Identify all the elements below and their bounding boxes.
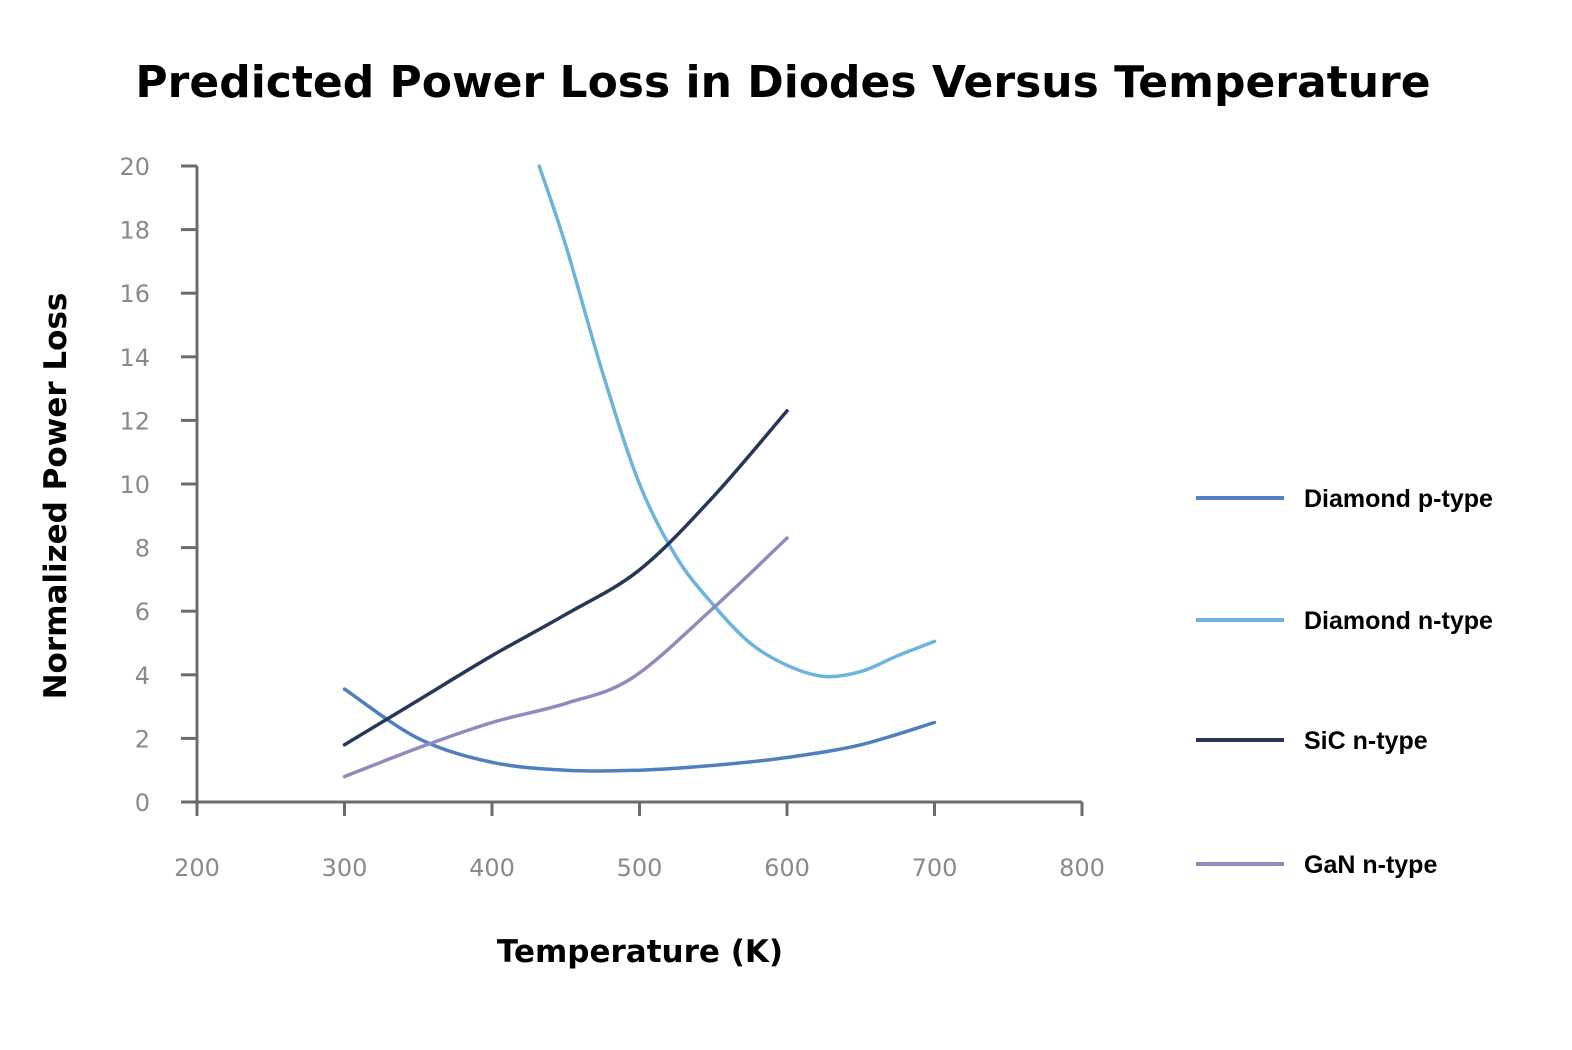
y-tick-label: 16	[119, 280, 150, 308]
series-line-sic-n-type	[342, 409, 789, 747]
x-tick-label: 600	[764, 854, 810, 882]
legend-item-diamond-p-type: Diamond p-type	[1196, 485, 1493, 513]
y-tick-label: 0	[135, 789, 150, 817]
x-tick-label: 800	[1059, 854, 1105, 882]
y-tick-label: 6	[135, 598, 150, 626]
x-axis-title: Temperature (K)	[497, 934, 783, 970]
legend-label: GaN n-type	[1304, 851, 1437, 879]
y-axis-title: Normalized Power Loss	[38, 293, 74, 700]
series-line-gan-n-type	[342, 536, 789, 779]
x-tick-label: 400	[469, 854, 515, 882]
series-layer	[342, 164, 937, 779]
series-line-diamond-n-type	[537, 164, 937, 679]
y-tick-label: 20	[119, 153, 150, 181]
chart-title: Predicted Power Loss in Diodes Versus Te…	[135, 57, 1430, 108]
x-tick-label: 200	[174, 854, 220, 882]
legend: Diamond p-type Diamond n-type SiC n-type Ga…	[1196, 485, 1493, 879]
y-tick-label: 4	[135, 662, 150, 690]
legend-label: Diamond p-type	[1304, 485, 1493, 513]
legend-item-sic-n-type: SiC n-type	[1196, 727, 1428, 755]
y-tick-label: 12	[119, 407, 150, 435]
x-tick-label: 700	[912, 854, 958, 882]
y-tick-label: 8	[135, 535, 150, 563]
y-tick-label: 2	[135, 725, 150, 753]
legend-item-gan-n-type: GaN n-type	[1196, 851, 1437, 879]
x-tick-label: 500	[617, 854, 663, 882]
series-line-diamond-p-type	[342, 687, 937, 773]
legend-label: Diamond n-type	[1304, 607, 1493, 635]
x-tick-label: 300	[322, 854, 368, 882]
y-tick-label: 18	[119, 217, 150, 245]
y-tick-label: 10	[119, 471, 150, 499]
y-tick-label: 14	[119, 344, 150, 372]
axes: 0 2 4 6 8 10 12 14 16 18 20 200 300 400 500 600 700 800	[119, 153, 1104, 882]
legend-item-diamond-n-type: Diamond n-type	[1196, 607, 1493, 635]
legend-label: SiC n-type	[1304, 727, 1428, 755]
